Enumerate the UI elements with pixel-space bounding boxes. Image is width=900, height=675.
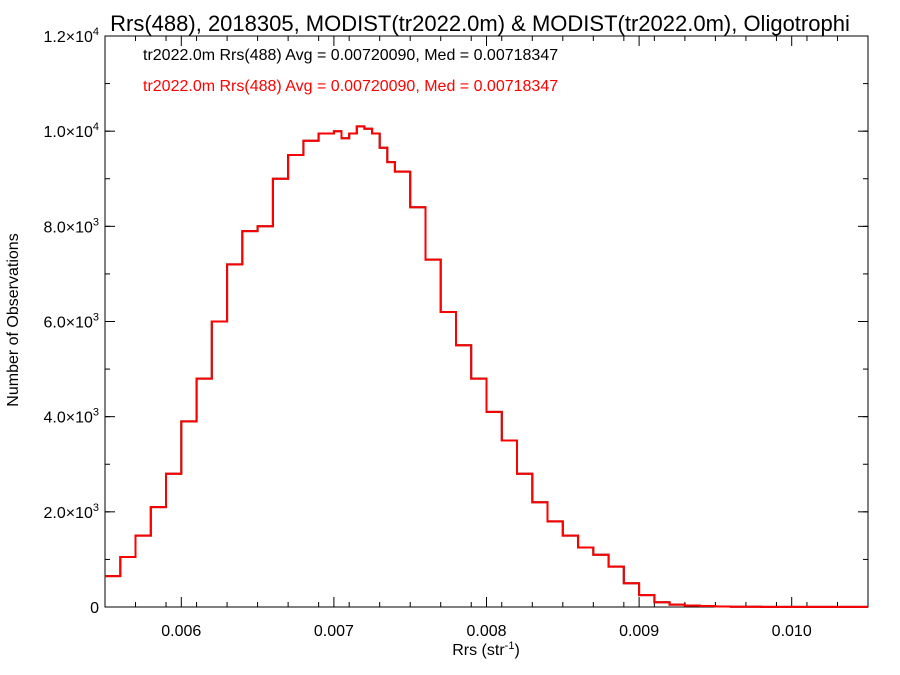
x-axis-label: Rrs (str-1) — [452, 640, 520, 659]
y-tick-exponent: 4 — [93, 121, 99, 133]
y-tick-exponent: 3 — [93, 502, 99, 514]
x-tick-label: 0.008 — [466, 623, 506, 640]
x-axis-label-exponent: -1 — [505, 640, 515, 652]
y-tick-label: 8.0×103 — [43, 216, 99, 236]
y-tick-exponent: 3 — [93, 216, 99, 228]
y-tick-label: 2.0×103 — [43, 502, 99, 522]
y-axis-label: Number of Observations — [5, 233, 22, 406]
series-line-0 — [105, 125, 868, 608]
y-tick-exponent: 3 — [93, 407, 99, 419]
annotation-black: tr2022.0m Rrs(488) Avg = 0.00720090, Med… — [143, 47, 558, 64]
y-tick-label: 1.2×104 — [43, 26, 99, 46]
x-tick-label: 0.006 — [161, 623, 201, 640]
x-axis: 0.006 0.007 0.008 0.009 0.010 — [104, 36, 869, 640]
x-tick-label: 0.009 — [619, 623, 659, 640]
y-tick-exponent: 4 — [93, 26, 99, 38]
y-tick-exponent: 3 — [93, 312, 99, 324]
x-axis-label-close: ) — [514, 642, 519, 659]
y-tick-mantissa: 1.0×10 — [43, 124, 92, 141]
annotation-red: tr2022.0m Rrs(488) Avg = 0.00720090, Med… — [143, 78, 558, 95]
y-tick-mantissa: 6.0×10 — [43, 315, 92, 332]
y-tick-label: 6.0×103 — [43, 312, 99, 332]
y-axis: 02.0×1034.0×1036.0×1038.0×1031.0×1041.2×… — [43, 26, 868, 617]
x-tick-label: 0.007 — [314, 623, 354, 640]
series-line-1 — [105, 125, 868, 608]
x-axis-label-text: Rrs (str — [452, 642, 505, 659]
y-tick-label: 4.0×103 — [43, 407, 99, 427]
y-tick-label: 1.0×104 — [43, 121, 99, 141]
series-layer — [105, 125, 868, 608]
y-tick-label: 0 — [90, 600, 99, 617]
y-tick-mantissa: 8.0×10 — [43, 219, 92, 236]
y-tick-mantissa: 2.0×10 — [43, 505, 92, 522]
x-tick-label: 0.010 — [772, 623, 812, 640]
chart-title: Rrs(488), 2018305, MODIST(tr2022.0m) & M… — [110, 11, 850, 36]
y-tick-mantissa: 4.0×10 — [43, 410, 92, 427]
y-tick-mantissa: 0 — [90, 600, 99, 617]
y-tick-mantissa: 1.2×10 — [43, 29, 92, 46]
